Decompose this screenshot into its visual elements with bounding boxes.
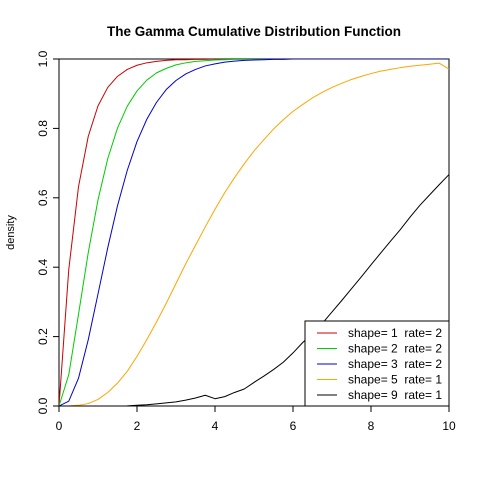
- y-tick-label: 0.8: [36, 120, 50, 137]
- y-tick-label: 1.0: [36, 50, 50, 67]
- x-axis: 0 2 4 6 8 10: [56, 406, 456, 433]
- y-tick-label: 0.4: [36, 259, 50, 276]
- y-tick-label: 0.2: [36, 328, 50, 345]
- chart-title: The Gamma Cumulative Distribution Functi…: [107, 24, 401, 39]
- series-line-3: [59, 59, 449, 406]
- y-tick-label: 0.0: [36, 397, 50, 414]
- y-axis-label: density: [5, 215, 17, 250]
- series-line-4: [59, 62, 449, 406]
- series-line-2: [59, 59, 449, 406]
- x-tick-label: 6: [290, 419, 297, 433]
- x-tick-label: 4: [212, 419, 219, 433]
- y-tick-label: 0.6: [36, 189, 50, 206]
- series-line-5: [59, 174, 449, 406]
- x-tick-label: 8: [368, 419, 375, 433]
- legend-label: shape= 1 rate= 2: [348, 326, 442, 340]
- legend-label: shape= 9 rate= 1: [348, 388, 442, 402]
- legend-label: shape= 3 rate= 2: [348, 357, 442, 371]
- x-tick-label: 2: [134, 419, 141, 433]
- series-line-1: [59, 59, 449, 406]
- legend-label: shape= 2 rate= 2: [348, 342, 442, 356]
- legend-label: shape= 5 rate= 1: [348, 373, 442, 387]
- x-tick-label: 10: [442, 419, 456, 433]
- y-axis: 0.0 0.2 0.4 0.6 0.8 1.0: [36, 50, 59, 414]
- series-layer: [59, 59, 449, 406]
- x-tick-label: 0: [56, 419, 63, 433]
